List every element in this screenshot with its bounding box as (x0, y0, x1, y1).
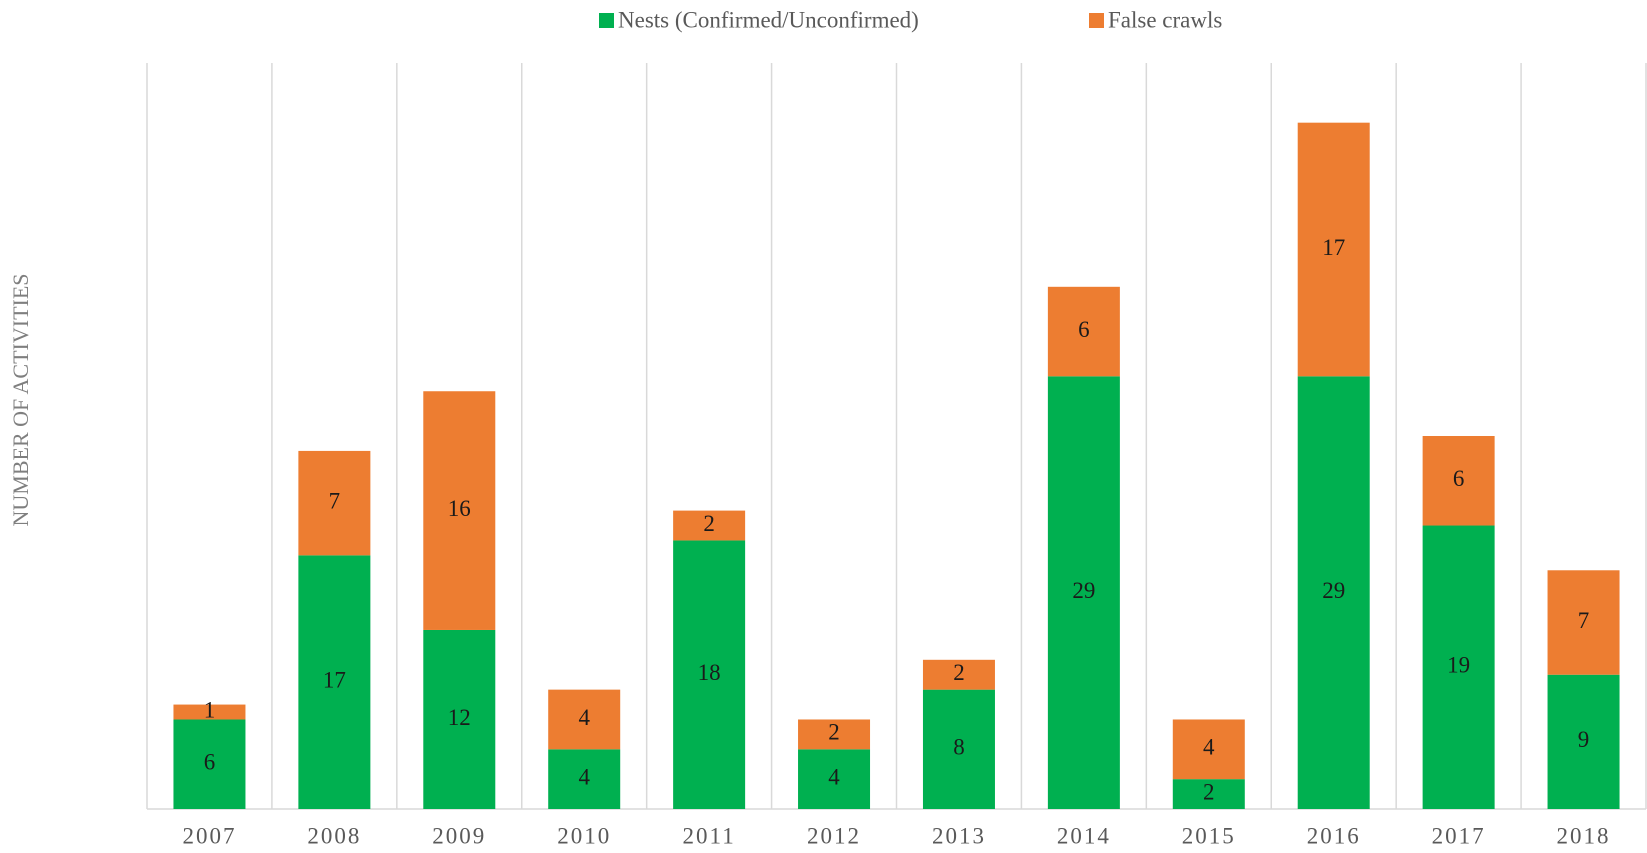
bar-segment (1172, 719, 1245, 780)
x-tick-label: 2010 (557, 823, 611, 848)
data-label: 6 (204, 750, 216, 775)
bar-segment (1547, 674, 1620, 809)
data-label: 17 (1322, 235, 1345, 260)
x-tick-label: 2009 (432, 823, 486, 848)
x-tick-label: 2015 (1182, 823, 1236, 848)
y-axis-label: NUMBER OF ACTIVITIES (8, 273, 33, 526)
bar-segment (1047, 286, 1120, 377)
data-label: 6 (1453, 466, 1465, 491)
x-tick-label: 2007 (182, 823, 236, 848)
legend-label: Nests (Confirmed/Unconfirmed) (618, 7, 919, 32)
data-label: 8 (953, 735, 965, 760)
data-label: 4 (578, 764, 590, 789)
data-label: 2 (703, 511, 715, 536)
data-label: 18 (698, 660, 721, 685)
bar-segment (1422, 525, 1495, 809)
bar-segment (1297, 122, 1370, 377)
x-tick-label: 2014 (1057, 823, 1111, 848)
bar-segment (1172, 779, 1245, 809)
data-label: 2 (1203, 779, 1215, 804)
legend-swatch (599, 13, 614, 28)
x-tick-label: 2012 (807, 823, 861, 848)
bar-segment (1047, 376, 1120, 809)
legend-label: False crawls (1108, 7, 1222, 32)
data-label: 29 (1322, 578, 1345, 603)
bar-segment (1422, 436, 1495, 526)
data-label: 4 (828, 764, 840, 789)
data-label: 29 (1072, 578, 1095, 603)
data-label: 12 (448, 705, 471, 730)
bar-segment (673, 510, 746, 541)
legend-swatch (1089, 13, 1104, 28)
data-label: 2 (828, 720, 840, 745)
x-tick-label: 2017 (1432, 823, 1486, 848)
bar-segment (298, 555, 371, 809)
x-tick-label: 2013 (932, 823, 986, 848)
bar-segment (922, 659, 995, 690)
data-label: 6 (1078, 317, 1090, 342)
bar-segment (798, 749, 871, 809)
data-label: 4 (1203, 735, 1215, 760)
bar-segment (423, 629, 496, 809)
data-label: 9 (1578, 727, 1590, 752)
data-label: 16 (448, 496, 471, 521)
bar-segment (298, 450, 371, 556)
bar-segment (798, 719, 871, 750)
x-tick-label: 2016 (1307, 823, 1361, 848)
data-label: 7 (1578, 608, 1590, 633)
data-label: 7 (329, 488, 341, 513)
data-label: 17 (323, 667, 346, 692)
data-label: 2 (953, 660, 965, 685)
bar-segment (548, 689, 621, 750)
bar-segment (673, 540, 746, 809)
bar-segment (173, 704, 246, 720)
x-tick-label: 2018 (1557, 823, 1611, 848)
x-tick-label: 2008 (307, 823, 361, 848)
data-label: 1 (204, 697, 216, 722)
data-label: 4 (578, 705, 590, 730)
bar-segment (1547, 570, 1620, 675)
x-tick-label: 2011 (683, 823, 736, 848)
bar-segment (1297, 376, 1370, 809)
bar-segment (173, 719, 246, 809)
bar-segment (423, 391, 496, 630)
bar-segment (922, 689, 995, 809)
bar-segment (548, 749, 621, 809)
data-label: 19 (1447, 653, 1470, 678)
